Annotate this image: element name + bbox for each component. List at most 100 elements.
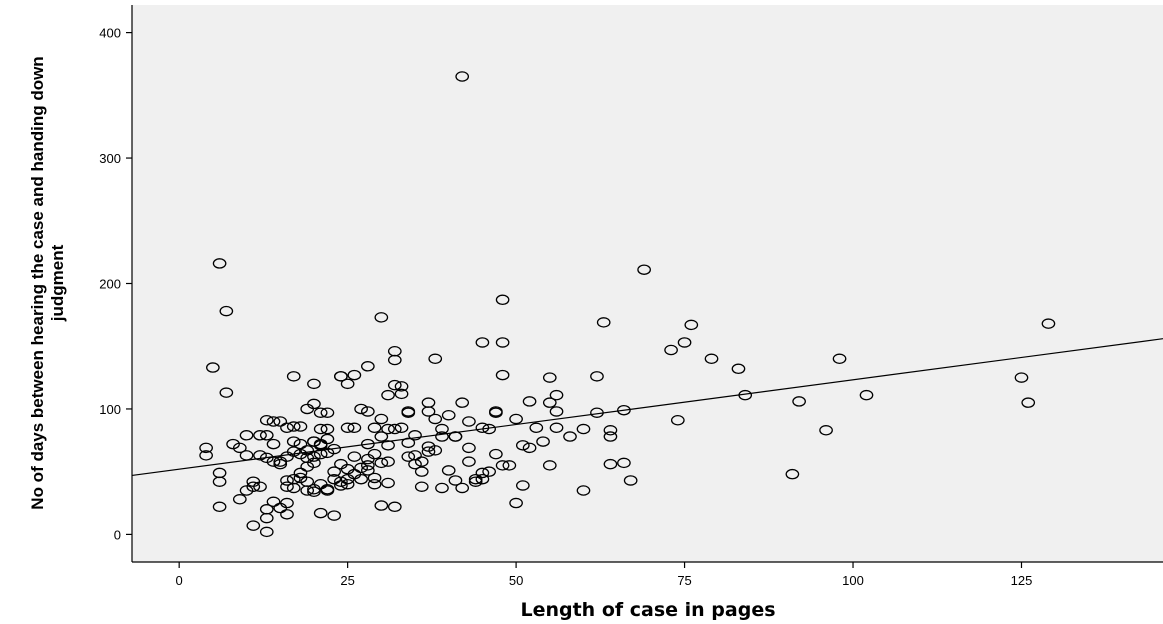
data-point xyxy=(360,438,375,450)
data-point xyxy=(414,466,429,477)
data-point xyxy=(832,353,847,365)
data-point xyxy=(266,496,281,508)
data-point xyxy=(280,509,294,520)
data-point xyxy=(367,478,382,490)
data-point xyxy=(293,472,308,484)
data-point xyxy=(334,371,348,382)
data-point xyxy=(300,403,315,415)
data-point xyxy=(340,378,355,390)
data-point xyxy=(374,457,389,469)
data-point xyxy=(515,480,530,491)
data-point xyxy=(239,430,254,441)
data-point xyxy=(313,448,328,460)
data-point xyxy=(1021,397,1036,408)
data-point xyxy=(273,458,288,470)
data-point xyxy=(232,494,247,505)
y-tick-label: 100 xyxy=(99,402,121,417)
data-point xyxy=(347,451,362,462)
data-point xyxy=(617,457,631,469)
data-point xyxy=(381,389,395,401)
data-point xyxy=(502,460,517,471)
data-point xyxy=(515,440,530,451)
data-point xyxy=(293,467,308,479)
data-point xyxy=(259,526,274,538)
data-point xyxy=(280,475,294,486)
data-point xyxy=(590,407,604,418)
data-point xyxy=(381,456,395,467)
x-tick-label: 25 xyxy=(340,573,354,588)
tick-labels: 0 100 200 300 400 0 25 50 75 100 125 xyxy=(99,26,1032,588)
data-point xyxy=(421,406,436,417)
data-point xyxy=(408,430,422,441)
data-point xyxy=(286,446,301,457)
data-point xyxy=(549,389,564,401)
data-point xyxy=(509,497,523,509)
data-point xyxy=(273,502,288,514)
data-point xyxy=(428,353,443,365)
data-point xyxy=(509,413,523,425)
data-point xyxy=(448,475,463,486)
data-point xyxy=(206,362,220,373)
fit-line xyxy=(131,338,1163,477)
data-point xyxy=(347,369,362,381)
data-point xyxy=(334,480,348,491)
data-point xyxy=(307,483,321,495)
data-point xyxy=(259,414,274,426)
data-point xyxy=(394,422,409,434)
data-point xyxy=(1014,372,1029,383)
data-point xyxy=(435,423,449,435)
data-point xyxy=(495,337,510,348)
data-point xyxy=(367,448,382,460)
data-point xyxy=(549,422,564,434)
data-point xyxy=(542,460,557,471)
data-point xyxy=(266,438,281,450)
data-point xyxy=(455,71,470,82)
data-point xyxy=(219,305,234,317)
data-point xyxy=(495,460,510,471)
data-point xyxy=(489,448,503,460)
data-point xyxy=(307,436,321,447)
data-point xyxy=(226,438,240,450)
data-point xyxy=(360,460,375,471)
data-point xyxy=(212,258,227,269)
data-point xyxy=(522,396,537,407)
data-point xyxy=(307,451,321,462)
data-point xyxy=(313,423,328,435)
data-point xyxy=(340,478,355,490)
y-tick-label: 0 xyxy=(114,527,121,542)
data-point xyxy=(354,462,368,474)
data-point xyxy=(300,452,315,464)
data-point xyxy=(381,440,395,451)
data-point xyxy=(462,456,476,467)
data-point xyxy=(199,442,213,454)
data-point xyxy=(603,431,618,442)
data-point xyxy=(360,465,375,476)
data-point xyxy=(401,407,416,418)
data-point xyxy=(394,388,409,400)
data-point xyxy=(199,450,213,461)
data-point xyxy=(313,407,328,418)
data-point xyxy=(327,473,342,485)
data-point xyxy=(495,294,510,306)
data-point xyxy=(286,371,301,382)
data-point xyxy=(266,416,281,427)
fit-line-layer xyxy=(131,338,1163,477)
data-point xyxy=(307,378,321,390)
data-point xyxy=(387,354,402,366)
data-point xyxy=(266,456,281,467)
data-point xyxy=(401,451,416,462)
data-point xyxy=(603,458,618,470)
data-point xyxy=(374,431,389,442)
data-point xyxy=(738,389,753,401)
data-point xyxy=(704,353,719,365)
data-point xyxy=(408,458,422,470)
data-point xyxy=(239,485,254,496)
data-point xyxy=(293,421,308,432)
x-tick-label: 100 xyxy=(842,573,864,588)
data-point xyxy=(387,501,402,513)
data-point xyxy=(367,472,382,484)
data-point xyxy=(428,445,443,456)
x-tick-label: 125 xyxy=(1011,573,1033,588)
data-point xyxy=(489,406,503,417)
y-axis-title: No of days between hearing the case and … xyxy=(28,56,67,509)
